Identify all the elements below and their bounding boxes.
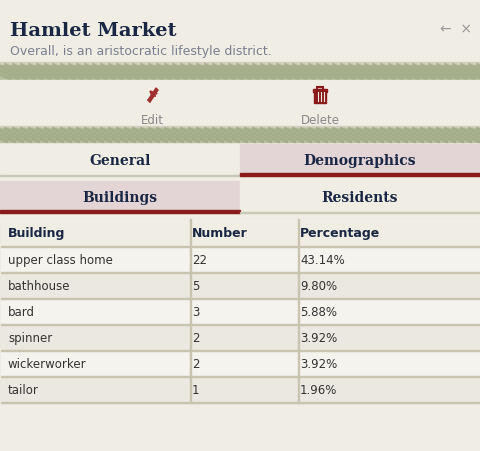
- Bar: [240, 174, 480, 177]
- Bar: [317, 88, 323, 91]
- Text: spinner: spinner: [8, 332, 52, 345]
- Text: tailor: tailor: [8, 384, 39, 396]
- Bar: [1, 402, 479, 403]
- Bar: [1, 246, 479, 248]
- Text: wickerworker: wickerworker: [8, 358, 86, 371]
- Bar: [1, 377, 479, 403]
- Bar: [1, 376, 479, 377]
- Text: 3: 3: [192, 306, 199, 319]
- Bar: [1, 351, 479, 377]
- Text: Percentage: Percentage: [300, 227, 380, 240]
- Text: ←  ×: ← ×: [440, 22, 472, 36]
- Text: Building: Building: [8, 227, 65, 240]
- Bar: [1, 350, 479, 351]
- Text: 1: 1: [192, 384, 200, 396]
- Bar: [1, 272, 479, 273]
- Text: Overall, is an aristocratic lifestyle district.: Overall, is an aristocratic lifestyle di…: [10, 45, 272, 58]
- Text: Edit: Edit: [141, 114, 164, 127]
- Bar: [0, 211, 240, 213]
- Text: 2: 2: [192, 332, 200, 345]
- Text: upper class home: upper class home: [8, 254, 113, 267]
- Bar: [298, 220, 299, 403]
- Bar: [0, 63, 480, 65]
- Text: 43.14%: 43.14%: [300, 254, 345, 267]
- Bar: [313, 90, 327, 93]
- Bar: [0, 65, 480, 81]
- Text: 5: 5: [192, 280, 199, 293]
- Text: 9.80%: 9.80%: [300, 280, 337, 293]
- Text: General: General: [89, 154, 151, 168]
- Bar: [240, 182, 480, 213]
- Bar: [0, 182, 240, 213]
- Text: Number: Number: [192, 227, 248, 240]
- Bar: [1, 325, 479, 351]
- Text: Residents: Residents: [322, 191, 398, 205]
- Bar: [1, 220, 479, 403]
- Bar: [240, 212, 480, 213]
- Text: bathhouse: bathhouse: [8, 280, 71, 293]
- Bar: [1, 220, 479, 248]
- Bar: [0, 145, 240, 177]
- Text: 5.88%: 5.88%: [300, 306, 337, 319]
- Bar: [240, 145, 480, 177]
- Bar: [1, 248, 479, 273]
- Text: Buildings: Buildings: [83, 191, 157, 205]
- Text: Demographics: Demographics: [304, 154, 416, 168]
- Text: 2: 2: [192, 358, 200, 371]
- Bar: [0, 129, 480, 143]
- Bar: [1, 299, 479, 325]
- Bar: [314, 92, 326, 104]
- Text: 1.96%: 1.96%: [300, 384, 337, 396]
- Text: 3.92%: 3.92%: [300, 332, 337, 345]
- Text: Delete: Delete: [300, 114, 339, 127]
- Bar: [1, 273, 479, 299]
- Text: 22: 22: [192, 254, 207, 267]
- Text: bard: bard: [8, 306, 35, 319]
- Text: Hamlet Market: Hamlet Market: [10, 22, 177, 40]
- Bar: [0, 175, 240, 177]
- Bar: [0, 127, 480, 129]
- Polygon shape: [148, 89, 158, 103]
- Bar: [190, 220, 191, 403]
- Bar: [0, 81, 480, 127]
- Text: 3.92%: 3.92%: [300, 358, 337, 371]
- Bar: [1, 324, 479, 325]
